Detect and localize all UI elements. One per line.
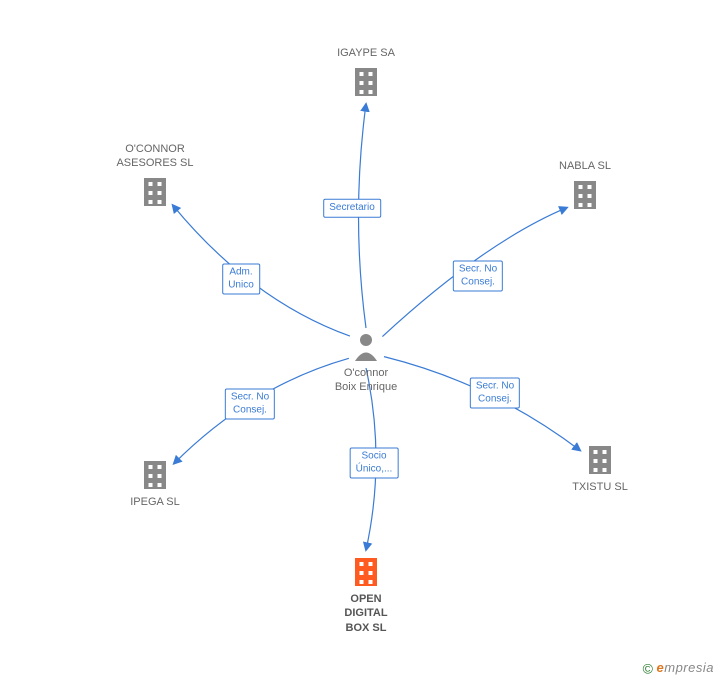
edge-oconnor [173, 205, 350, 336]
node-label-igaype: IGAYPE SA [321, 46, 411, 60]
building-icon [574, 181, 596, 209]
edge-label-igaype: Secretario [323, 199, 381, 218]
node-label-txistu: TXISTU SL [555, 480, 645, 494]
center-node-label: O'connor Boix Enrique [316, 366, 416, 395]
person-icon [355, 334, 377, 361]
node-label-open: OPEN DIGITAL BOX SL [321, 592, 411, 635]
watermark: © empresia [643, 660, 714, 677]
edge-label-txistu: Secr. No Consej. [470, 378, 520, 409]
building-icon [144, 461, 166, 489]
edge-label-ipega: Secr. No Consej. [225, 389, 275, 420]
brand-text: empresia [657, 660, 714, 675]
building-icon [355, 68, 377, 96]
edge-label-nabla: Secr. No Consej. [453, 261, 503, 292]
edge-label-oconnor: Adm. Unico [222, 264, 260, 295]
edge-label-open: Socio Único,... [350, 448, 399, 479]
building-icon [144, 178, 166, 206]
node-label-nabla: NABLA SL [540, 159, 630, 173]
copyright-symbol: © [643, 661, 653, 677]
building-icon [589, 446, 611, 474]
node-label-ipega: IPEGA SL [110, 495, 200, 509]
building-icon [355, 558, 377, 586]
node-label-oconnor: O'CONNOR ASESORES SL [110, 142, 200, 171]
